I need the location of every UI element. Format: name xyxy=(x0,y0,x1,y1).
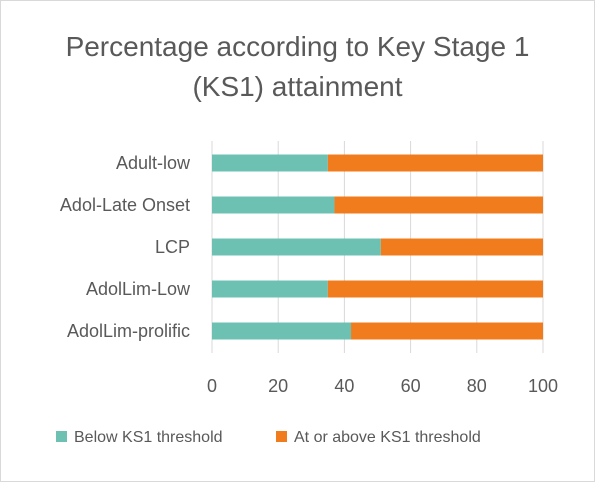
bar-below-ks1 xyxy=(212,196,335,214)
bar-at-or-above-ks1 xyxy=(334,196,543,214)
category-label: LCP xyxy=(155,237,190,257)
bar-below-ks1 xyxy=(212,322,352,340)
x-tick-label: 0 xyxy=(207,376,217,396)
x-tick-label: 100 xyxy=(528,376,558,396)
bar-at-or-above-ks1 xyxy=(351,322,543,340)
bar-at-or-above-ks1 xyxy=(380,238,543,256)
legend-swatch-at-or-above-ks1 xyxy=(276,431,287,442)
x-tick-label: 80 xyxy=(467,376,487,396)
legend-swatch-below-ks1 xyxy=(56,431,67,442)
legend-label: At or above KS1 threshold xyxy=(294,429,481,446)
category-label: Adult-low xyxy=(116,153,191,173)
bar-below-ks1 xyxy=(212,280,328,298)
legend-label: Below KS1 threshold xyxy=(74,429,223,446)
category-label: AdolLim-prolific xyxy=(67,321,190,341)
category-label: AdolLim-Low xyxy=(86,279,191,299)
x-tick-label: 60 xyxy=(401,376,421,396)
x-tick-label: 40 xyxy=(334,376,354,396)
category-label: Adol-Late Onset xyxy=(60,195,190,215)
bar-at-or-above-ks1 xyxy=(327,280,543,298)
chart-title: Percentage according to Key Stage 1 (KS1… xyxy=(65,31,530,102)
bar-below-ks1 xyxy=(212,154,328,172)
bar-at-or-above-ks1 xyxy=(327,154,543,172)
x-tick-label: 20 xyxy=(268,376,288,396)
bar-below-ks1 xyxy=(212,238,381,256)
